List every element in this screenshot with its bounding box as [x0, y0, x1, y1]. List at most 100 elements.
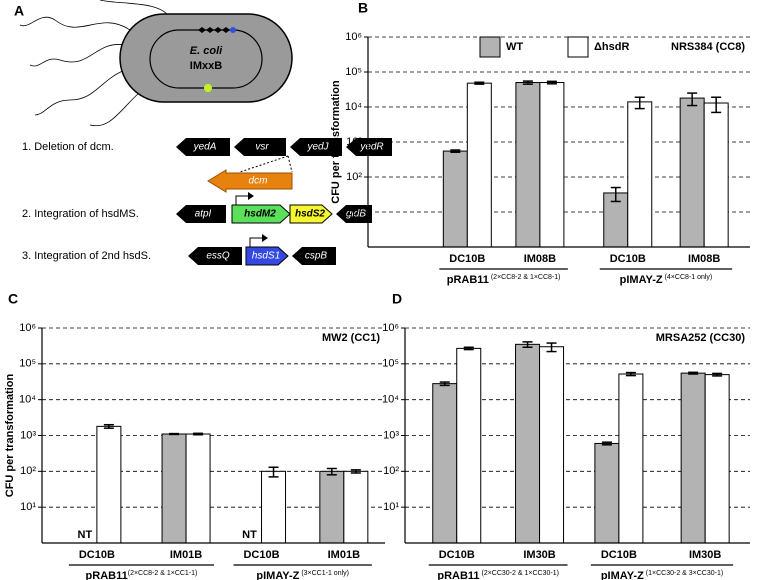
x-tick-label: DC10B	[610, 253, 646, 265]
group-label: pRAB11 (2×CC30-2 & 1×CC30-1)	[437, 570, 559, 580]
error-bar	[625, 371, 636, 377]
promoter	[249, 237, 262, 247]
connector	[287, 155, 293, 173]
bar	[627, 101, 653, 248]
error-bar	[450, 149, 461, 153]
panel-letter: C	[8, 291, 18, 307]
marker	[204, 84, 212, 92]
marker	[230, 27, 236, 33]
gene	[290, 138, 342, 156]
group-note: (1×CC30-2 & 3×CC30-1)	[644, 570, 723, 577]
marker	[222, 27, 230, 33]
value-label: NT	[78, 529, 93, 541]
group-name: pRAB11	[86, 570, 128, 580]
error-bar	[688, 371, 699, 375]
gene	[188, 247, 242, 265]
y-tick-label: 10⁵	[345, 66, 362, 78]
bar	[539, 82, 565, 248]
bar	[703, 102, 729, 248]
error-bar	[326, 467, 337, 476]
gene	[292, 247, 336, 265]
error-bar	[474, 81, 485, 85]
x-tick-label: IM30B	[523, 549, 555, 561]
x-tick-label: IM01B	[328, 549, 360, 561]
promoter	[262, 234, 268, 242]
x-tick-label: IM08B	[688, 253, 720, 265]
error-bar	[103, 423, 114, 429]
y-tick-label: 10²	[20, 465, 36, 477]
gene-label: yedA	[193, 142, 217, 153]
y-tick-label: 10²	[346, 171, 362, 183]
bar	[539, 346, 565, 544]
group-label: pIMAY-Z (4×CC8-1 only)	[620, 274, 713, 286]
error-bar	[350, 469, 361, 474]
x-tick-label: DC10B	[79, 549, 115, 561]
error-bar	[546, 342, 557, 353]
gene-label: yedJ	[306, 142, 329, 153]
error-bar	[610, 186, 621, 203]
connector	[239, 155, 289, 173]
group-note: (4×CC8-1 only)	[663, 274, 713, 281]
y-tick-label: 10³	[383, 429, 399, 441]
bar	[96, 425, 122, 544]
error-bar	[522, 341, 533, 349]
group-name: pRAB11	[447, 274, 489, 286]
step-label: 1. Deletion of dcm.	[22, 141, 114, 153]
y-tick-label: 10³	[20, 429, 36, 441]
group-note: (2×CC30-2 & 1×CC30-1)	[480, 570, 559, 577]
gene-label: cspB	[305, 251, 328, 262]
value-label: NT	[242, 529, 257, 541]
gene	[234, 138, 286, 156]
flagellum	[19, 16, 131, 31]
bar	[185, 433, 211, 544]
gene	[176, 138, 230, 156]
gene-label: essQ	[206, 251, 230, 262]
gene-label: vsr	[255, 142, 269, 153]
error-bar	[712, 372, 723, 377]
marker	[214, 27, 222, 33]
error-bar	[546, 80, 557, 85]
group-label: pRAB11(2×CC8-2 & 1×CC1-1)	[86, 570, 198, 580]
group-label: pRAB11 (2×CC8-2 & 1×CC8-1)	[447, 274, 561, 286]
bar	[456, 347, 482, 544]
x-tick-label: DC10B	[243, 549, 279, 561]
y-tick-label: 10³	[346, 136, 362, 148]
strain: IMxxB	[190, 60, 222, 72]
gene	[176, 205, 226, 223]
y-tick-label: 10⁵	[19, 358, 36, 370]
x-tick-label: IM01B	[170, 549, 202, 561]
bar	[432, 383, 458, 544]
chart-title: MRSA252 (CC30)	[656, 332, 746, 344]
gene-removed	[207, 169, 293, 193]
error-bar	[193, 432, 204, 436]
error-bar	[634, 96, 645, 110]
gene-label: yedR	[359, 142, 383, 153]
step-label: 3. Integration of 2nd hsdS.	[22, 250, 151, 262]
flagellum	[89, 91, 141, 127]
y-tick-label: 10⁶	[345, 31, 362, 43]
legend-label: WT	[506, 41, 523, 53]
step-label: 2. Integration of hsdMS.	[22, 208, 139, 220]
y-tick-label: 10²	[383, 465, 399, 477]
panel-letter: D	[392, 291, 402, 307]
y-tick-label: 10⁶	[382, 322, 399, 334]
bar	[515, 82, 541, 248]
chart-title: MW2 (CC1)	[322, 332, 380, 344]
bar	[515, 343, 541, 544]
gene-label: atpI	[195, 209, 212, 220]
promoter	[248, 192, 254, 200]
gene	[289, 204, 333, 224]
y-axis-label: CFU per transformation	[330, 80, 342, 204]
y-tick-label: 10¹	[383, 501, 399, 513]
bar	[161, 433, 187, 544]
bar	[704, 374, 730, 544]
error-bar	[268, 466, 279, 478]
error-bar	[687, 92, 698, 107]
y-tick-label: 10¹	[20, 501, 36, 513]
legend-swatch	[479, 36, 501, 58]
x-tick-label: DC10B	[601, 549, 637, 561]
flagellum	[29, 44, 126, 67]
gene	[346, 138, 392, 156]
group-name: pIMAY-Z	[256, 570, 299, 580]
